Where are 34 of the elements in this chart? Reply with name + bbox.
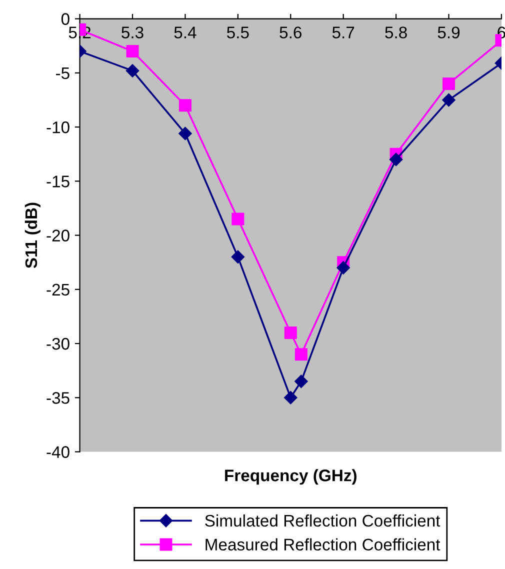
x-tick-label: 5.9 [438,26,460,38]
point [389,152,403,166]
y-tick-label: -5 [56,67,70,80]
y-tick-label: -10 [46,121,70,134]
y-axis-title: S11 (dB) [24,202,40,268]
legend-label: Measured Reflection Coefficient [206,538,440,551]
x-tick-label: 5.6 [280,26,302,38]
x-tick-label: 5.7 [332,26,354,38]
point [294,348,308,361]
point [442,93,456,107]
x-tick-label: 5.3 [122,26,144,38]
point [336,261,350,274]
y-tick-label: -30 [46,338,70,350]
point [178,99,192,112]
point [284,326,297,339]
point [126,45,139,58]
y-tick-label: -35 [46,392,70,404]
y-tick-label: 0 [61,13,70,25]
point [126,64,140,78]
y-tick-label: -20 [46,230,70,242]
x-tick-label: 5.5 [227,26,249,38]
point [294,374,308,388]
point [284,391,298,404]
y-tick-label: -15 [46,176,70,188]
y-tick-label: -40 [46,446,70,458]
point [232,212,244,226]
legend-label: Simulated Reflection Coefficient [205,514,440,527]
y-tick-label: -25 [46,284,70,296]
x-tick-label: 5.8 [385,26,407,38]
point [442,77,456,90]
x-axis-title: Frequency (GHz) [225,469,356,485]
x-tick-label: 5.4 [174,26,196,38]
point [178,126,192,140]
point [231,250,245,264]
